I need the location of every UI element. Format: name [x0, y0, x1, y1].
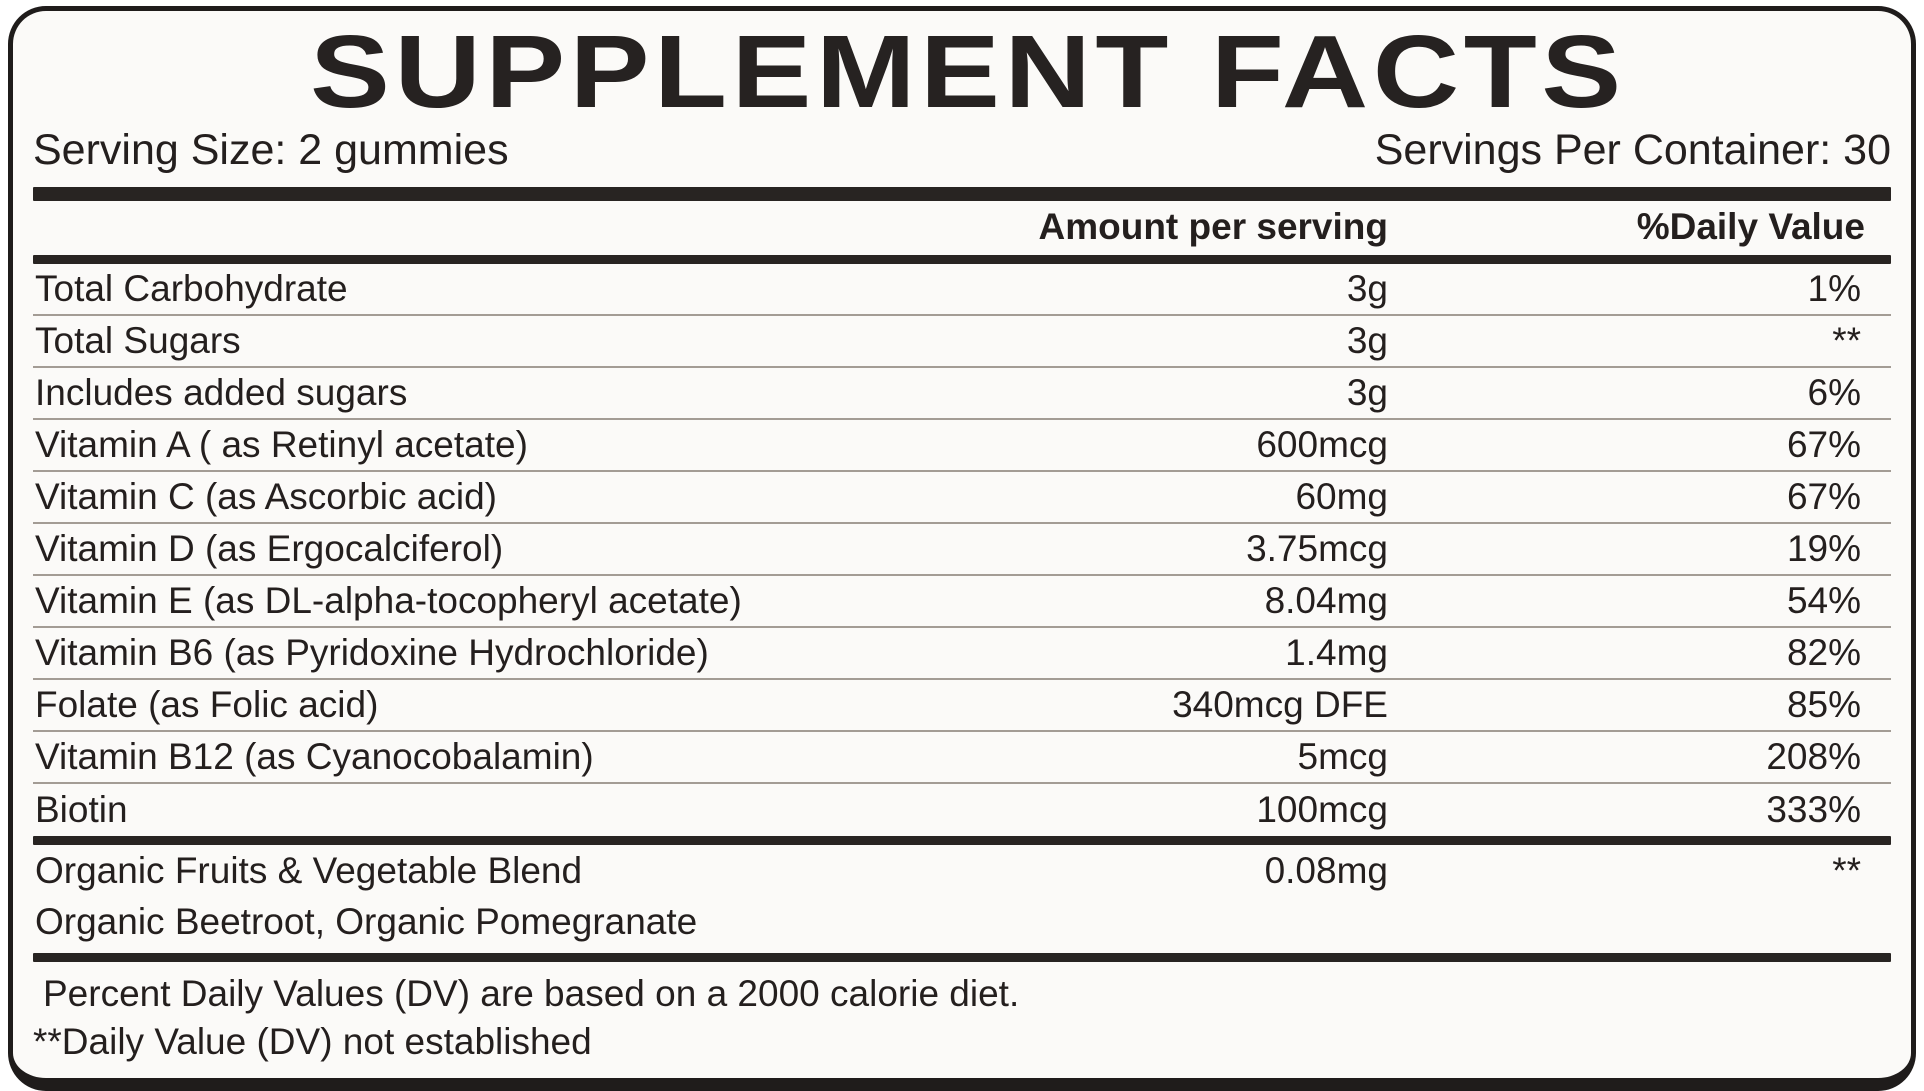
nutrient-amount: 60mg — [1295, 476, 1388, 517]
table-row: Includes added sugars 3g 6% — [33, 368, 1891, 420]
nutrient-name: Vitamin C (as Ascorbic acid) — [35, 476, 497, 517]
nutrient-name: Vitamin D (as Ergocalciferol) — [35, 528, 504, 569]
table-row: Vitamin A ( as Retinyl acetate) 600mcg 6… — [33, 420, 1891, 472]
nutrient-table: Total Carbohydrate 3g 1% Total Sugars 3g… — [33, 264, 1891, 836]
table-row: Total Carbohydrate 3g 1% — [33, 264, 1891, 316]
nutrient-amount: 3g — [1346, 268, 1388, 309]
supplement-label: SUPPLEMENT FACTS Serving Size: 2 gummies… — [8, 6, 1916, 1091]
divider-bar-footer — [33, 953, 1891, 962]
column-header-amount: Amount per serving — [1038, 206, 1389, 247]
nutrient-amount: 8.04mg — [1264, 580, 1388, 621]
nutrient-amount: 100mcg — [1256, 789, 1388, 830]
nutrient-name: Biotin — [35, 789, 128, 830]
nutrient-name: Vitamin A ( as Retinyl acetate) — [35, 424, 528, 465]
servings-per-container: Servings Per Container: 30 — [1374, 125, 1891, 174]
label-title: SUPPLEMENT FACTS — [310, 14, 1626, 129]
table-header-row: Amount per serving %Daily Value — [33, 201, 1891, 255]
nutrient-amount: 0.08mg — [1264, 850, 1388, 891]
nutrient-amount: 3.75mcg — [1246, 528, 1388, 569]
nutrient-dv: 67% — [1786, 476, 1861, 517]
table-row: Vitamin B6 (as Pyridoxine Hydrochloride)… — [33, 628, 1891, 680]
footnote-daily-values: Percent Daily Values (DV) are based on a… — [43, 973, 1020, 1014]
nutrient-dv: 19% — [1786, 528, 1861, 569]
divider-bar-header — [33, 255, 1891, 264]
column-header-daily-value: %Daily Value — [1636, 206, 1865, 247]
nutrient-name: Vitamin E (as DL-alpha-tocopheryl acetat… — [35, 580, 742, 621]
blend-ingredients: Organic Beetroot, Organic Pomegranate — [35, 901, 698, 942]
divider-bar-top — [33, 187, 1891, 201]
nutrient-dv: 82% — [1786, 632, 1861, 673]
nutrient-name: Folate (as Folic acid) — [35, 684, 379, 725]
table-row: Vitamin B12 (as Cyanocobalamin) 5mcg 208… — [33, 732, 1891, 784]
nutrient-dv: ** — [1832, 320, 1861, 361]
nutrient-amount: 3g — [1346, 320, 1388, 361]
serving-size: Serving Size: 2 gummies — [33, 125, 509, 174]
nutrient-dv: 208% — [1766, 736, 1861, 777]
nutrient-amount: 1.4mg — [1285, 632, 1388, 673]
blend-row: Organic Fruits & Vegetable Blend 0.08mg … — [33, 845, 1891, 897]
nutrient-dv: 1% — [1807, 268, 1861, 309]
nutrient-amount: 3g — [1346, 372, 1388, 413]
serving-info-row: Serving Size: 2 gummies Servings Per Con… — [33, 123, 1891, 177]
nutrient-dv: 54% — [1786, 580, 1861, 621]
nutrient-name: Vitamin B12 (as Cyanocobalamin) — [35, 736, 594, 777]
nutrient-dv: 6% — [1807, 372, 1861, 413]
nutrient-name: Total Sugars — [35, 320, 241, 361]
table-row: Vitamin E (as DL-alpha-tocopheryl acetat… — [33, 576, 1891, 628]
nutrient-name: Total Carbohydrate — [35, 268, 348, 309]
divider-bar-blend — [33, 836, 1891, 845]
table-row: Vitamin D (as Ergocalciferol) 3.75mcg 19… — [33, 524, 1891, 576]
nutrient-dv: 333% — [1766, 789, 1861, 830]
nutrient-amount: 600mcg — [1256, 424, 1388, 465]
footnote-dv-not-established: **Daily Value (DV) not established — [33, 1021, 592, 1062]
nutrient-dv: 85% — [1786, 684, 1861, 725]
table-row: Vitamin C (as Ascorbic acid) 60mg 67% — [33, 472, 1891, 524]
table-row: Total Sugars 3g ** — [33, 316, 1891, 368]
nutrient-name: Includes added sugars — [35, 372, 408, 413]
table-row: Folate (as Folic acid) 340mcg DFE 85% — [33, 680, 1891, 732]
nutrient-amount: 340mcg DFE — [1172, 684, 1388, 725]
nutrient-dv: 67% — [1786, 424, 1861, 465]
table-row: Biotin 100mcg 333% — [33, 784, 1891, 836]
nutrient-amount: 5mcg — [1297, 736, 1388, 777]
nutrient-name: Organic Fruits & Vegetable Blend — [35, 850, 583, 891]
nutrient-name: Vitamin B6 (as Pyridoxine Hydrochloride) — [35, 632, 709, 673]
nutrient-dv: ** — [1832, 850, 1861, 891]
